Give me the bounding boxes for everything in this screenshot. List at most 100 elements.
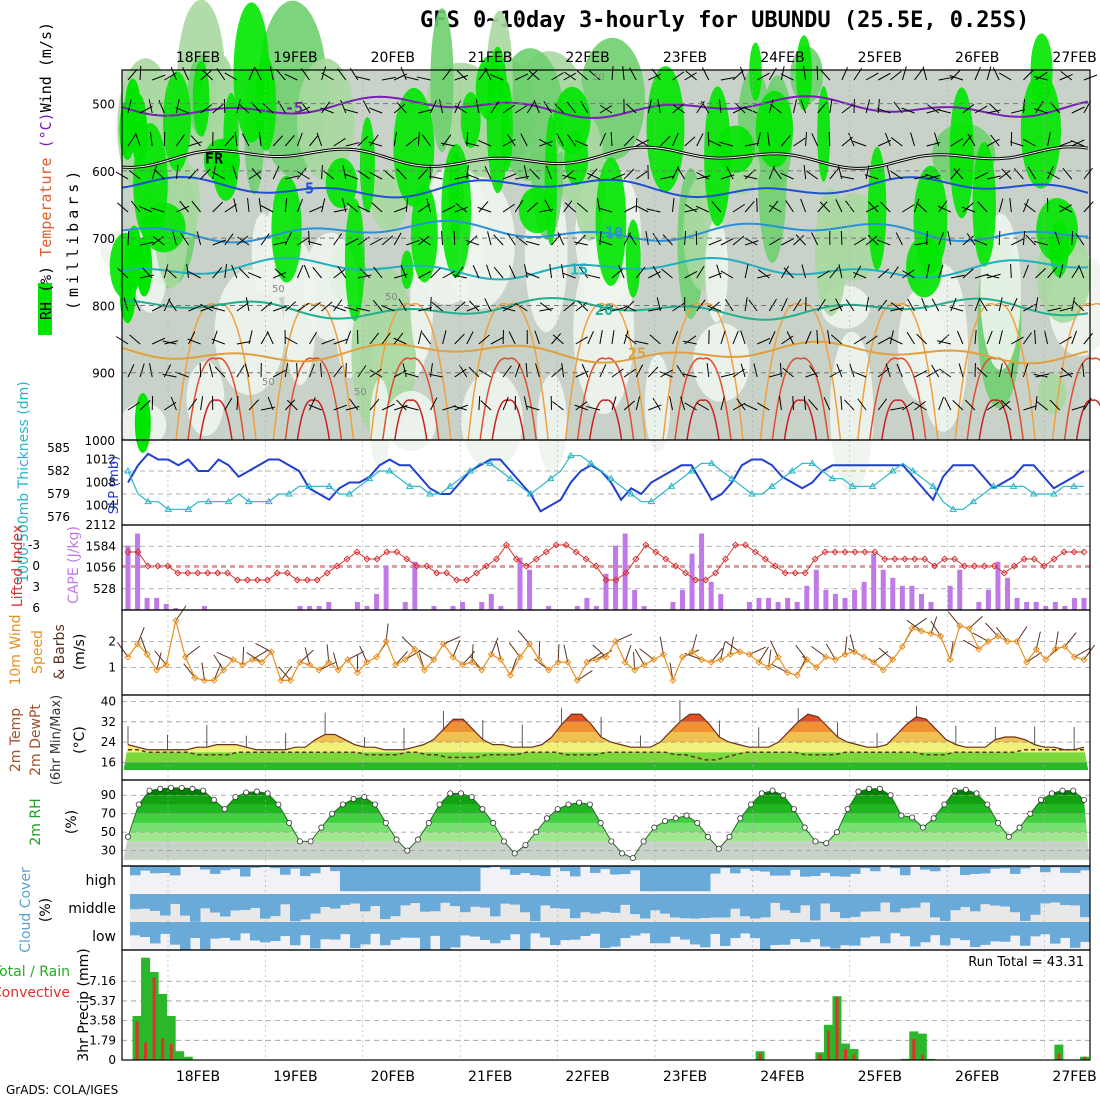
cloud-cell [560, 922, 571, 941]
cape-bar [412, 561, 418, 610]
rh-ylabel-1: 2m RH [28, 798, 44, 845]
wind-barb [502, 138, 516, 147]
cape-bar [326, 601, 332, 610]
lifted-marker [881, 555, 889, 563]
wind-barb [1054, 231, 1061, 246]
wind-barb [563, 301, 575, 312]
wind-barb [273, 271, 287, 279]
wind-barb [611, 173, 626, 180]
cloud-cell [420, 894, 431, 912]
wind-marker [516, 653, 524, 661]
wind-barb [344, 306, 359, 312]
cloud-cell [300, 922, 311, 936]
wind-barb [732, 402, 746, 411]
wind-barb [986, 175, 1001, 180]
wind-marker [583, 658, 591, 666]
wind-barb [393, 103, 406, 114]
cloud-cell [620, 866, 631, 875]
wind-barb [468, 366, 480, 378]
lifted-marker [751, 548, 759, 556]
cloud-cell [1060, 922, 1071, 938]
wind-barb [394, 206, 408, 213]
cloud-cell [830, 866, 841, 877]
cloud-cell [340, 922, 351, 935]
wind-barb [1000, 399, 1012, 411]
wind-barb [333, 269, 346, 279]
wind-barb [890, 407, 905, 411]
wind-barb [224, 397, 233, 411]
rh-band [122, 822, 1090, 833]
precip-conv-bar [135, 1021, 139, 1060]
cloud-cell [140, 866, 151, 871]
wind-marker [975, 645, 983, 653]
lifted-marker [652, 548, 660, 556]
cloud-cell [840, 866, 851, 877]
pressure-tick-label: 800 [92, 299, 115, 313]
wind-marker [898, 643, 906, 651]
wind-barb [865, 335, 878, 345]
wind-barb [985, 274, 1000, 279]
cape-bar [460, 601, 466, 610]
wind-barb [1059, 140, 1073, 147]
wind-barb [284, 301, 297, 312]
wind-barb [321, 72, 334, 81]
rh-marker [167, 784, 174, 791]
thickness-marker [526, 490, 535, 497]
wind-barb [890, 302, 903, 312]
wind-barb [236, 302, 249, 312]
wind-barb-10m [1064, 632, 1077, 647]
cloud-cell [300, 894, 311, 920]
isotherm-warm-lobe [783, 399, 818, 441]
cloud-cell [540, 866, 551, 877]
cape-bar [374, 593, 380, 610]
cloud-cell [810, 922, 821, 940]
isotherm-warm-lobe [382, 357, 440, 441]
cloud-cell [700, 922, 711, 948]
cloud-cell [780, 894, 791, 911]
wind-barb [840, 396, 843, 411]
wind-barb [808, 399, 819, 411]
cloud-cell [270, 894, 281, 917]
lifted-tick-label: -3 [28, 538, 40, 552]
cloud-cell [190, 922, 201, 939]
cape-bar [488, 593, 494, 610]
wind-barb [454, 105, 468, 114]
isotherm-FR-inner [121, 146, 1089, 169]
isotherm-label--5: -5 [285, 99, 303, 117]
wind-barb [475, 99, 480, 114]
cape-bar [1052, 601, 1058, 610]
wind-barb [150, 207, 165, 213]
cape-bar [1071, 597, 1077, 610]
wind-barb [844, 399, 855, 411]
wind-barb [986, 66, 992, 81]
upper-air-ylabel: RH (%) Temperature (°C)Wind (m/s) [37, 22, 55, 320]
wind-barb-10m [930, 620, 942, 637]
wind-barb [332, 305, 346, 312]
wind-barb [979, 298, 988, 312]
wind-barb-10m [947, 611, 961, 627]
wind-barb-10m [517, 629, 530, 645]
cloud-cell [1070, 866, 1081, 873]
wind-barb-10m [825, 643, 836, 660]
wind-barb [525, 240, 540, 246]
precip-conv-bar [920, 1054, 924, 1060]
precip-conv-bar [826, 1030, 830, 1060]
wind-marker [334, 666, 342, 674]
wind-barb [635, 205, 649, 213]
isotherm-label-20: 20 [595, 301, 613, 319]
rh-marker [651, 824, 658, 831]
thickness-marker [848, 482, 857, 489]
wind-barb [657, 99, 661, 114]
wind-barb [647, 99, 652, 114]
thickness-marker [164, 505, 173, 512]
wind-barb [321, 198, 326, 213]
rh-region-moist [518, 187, 556, 234]
wind-marker [621, 658, 629, 666]
wind-barb [990, 134, 1000, 147]
wind-barb [587, 331, 594, 345]
rh-region-moist [400, 250, 414, 290]
precip-conv-bar [161, 1038, 165, 1060]
wind-barb [986, 138, 1000, 147]
isotherm-warm-lobe [978, 399, 1012, 441]
wind-barb [539, 302, 552, 312]
